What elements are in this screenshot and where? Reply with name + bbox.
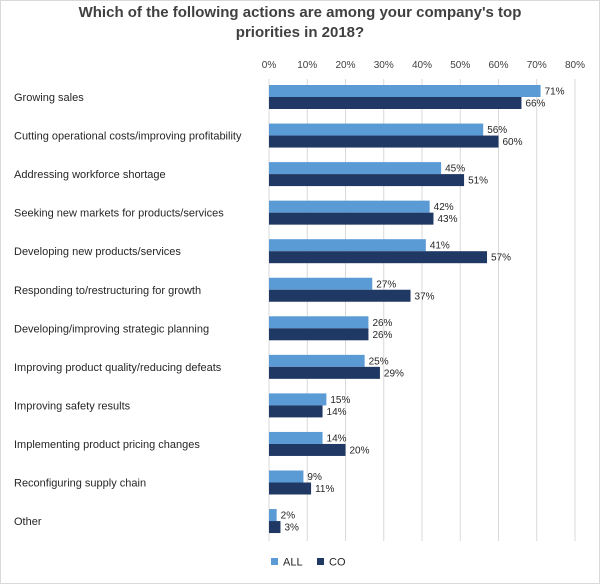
bar-co-1 (269, 135, 499, 148)
category-label-5: Responding to/restructuring for growth (14, 285, 201, 297)
bar-co-10 (269, 482, 312, 495)
data-label-all-7: 25% (369, 356, 389, 367)
x-axis-ticks: 0% 10% 20% 30% 40% 50% 60% 70% 80% (262, 60, 585, 71)
data-label-co-0: 66% (525, 99, 545, 110)
data-label-co-10: 11% (315, 484, 334, 495)
legend-label-all: ALL (283, 557, 303, 569)
bar-co-7 (269, 366, 380, 379)
x-tick-label-7: 70% (527, 60, 547, 71)
data-label-all-6: 26% (372, 318, 392, 329)
data-label-co-3: 43% (437, 214, 457, 225)
data-label-all-4: 41% (430, 241, 450, 252)
category-label-9: Implementing product pricing changes (14, 439, 200, 451)
bar-co-6 (269, 328, 369, 341)
bar-all-10 (269, 470, 304, 483)
x-tick-label-6: 60% (488, 60, 508, 71)
bar-all-7 (269, 354, 365, 367)
x-tick-label-5: 50% (450, 60, 470, 71)
x-tick-label-8: 80% (565, 60, 585, 71)
bar-all-8 (269, 393, 327, 406)
x-tick-label-3: 30% (374, 60, 394, 71)
data-label-all-5: 27% (376, 279, 396, 290)
data-labels: 71%66%56%60%45%51%42%43%41%57%27%37%26%2… (281, 87, 565, 534)
data-label-all-11: 2% (281, 511, 296, 522)
bar-co-0 (269, 97, 522, 109)
category-label-0: Growing sales (14, 92, 84, 104)
data-label-all-10: 9% (307, 472, 322, 483)
data-label-co-8: 14% (327, 407, 347, 418)
category-label-7: Improving product quality/reducing defea… (14, 362, 222, 374)
chart-title-line-2: priorities in 2018? (236, 24, 364, 41)
category-label-4: Developing new products/services (14, 246, 181, 258)
data-label-all-1: 56% (487, 125, 507, 136)
bar-all-11 (269, 509, 277, 522)
category-labels: Growing sales Cutting operational costs/i… (14, 92, 242, 528)
data-label-all-0: 71% (545, 87, 565, 98)
data-label-all-9: 14% (327, 433, 347, 444)
bar-co-8 (269, 405, 323, 418)
x-tick-label-4: 40% (412, 60, 432, 71)
gridlines (268, 79, 576, 541)
category-label-3: Seeking new markets for products/service… (14, 208, 224, 220)
bar-co-9 (269, 443, 346, 456)
data-label-co-9: 20% (350, 445, 370, 456)
bar-all-1 (269, 123, 484, 136)
bars (269, 85, 541, 534)
bar-co-11 (269, 521, 281, 534)
x-tick-label-0: 0% (262, 60, 277, 71)
data-label-all-8: 15% (330, 395, 350, 406)
bar-all-0 (269, 85, 541, 97)
bar-co-2 (269, 174, 465, 187)
data-label-co-1: 60% (503, 137, 523, 148)
data-label-all-3: 42% (434, 202, 454, 213)
category-label-8: Improving safety results (14, 400, 131, 412)
category-label-6: Developing/improving strategic planning (14, 323, 209, 335)
data-label-co-6: 26% (372, 330, 392, 341)
legend: ALL CO (271, 557, 346, 569)
legend-swatch-co (317, 558, 324, 565)
bar-all-6 (269, 316, 369, 329)
bar-all-5 (269, 277, 373, 290)
bar-all-9 (269, 431, 323, 444)
data-label-co-7: 29% (384, 368, 404, 379)
data-label-co-5: 37% (415, 291, 435, 302)
x-tick-label-1: 10% (297, 60, 317, 71)
legend-label-co: CO (329, 557, 346, 569)
data-label-all-2: 45% (445, 164, 465, 175)
category-label-2: Addressing workforce shortage (14, 169, 166, 181)
bar-co-5 (269, 289, 411, 302)
data-label-co-4: 57% (491, 253, 511, 264)
bar-all-4 (269, 239, 426, 252)
x-tick-label-2: 20% (335, 60, 355, 71)
bar-all-3 (269, 200, 430, 213)
chart-title-line-1: Which of the following actions are among… (79, 4, 522, 21)
data-label-co-2: 51% (468, 176, 488, 187)
data-label-co-11: 3% (284, 523, 299, 534)
bar-co-4 (269, 251, 488, 264)
category-label-11: Other (14, 516, 42, 528)
bar-all-2 (269, 162, 442, 175)
category-label-10: Reconfiguring supply chain (14, 478, 146, 490)
category-label-1: Cutting operational costs/improving prof… (14, 131, 242, 143)
legend-swatch-all (271, 558, 278, 565)
bar-co-3 (269, 212, 434, 225)
